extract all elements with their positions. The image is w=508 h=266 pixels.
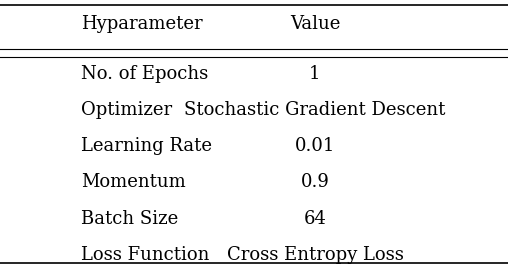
Text: 0.9: 0.9 — [301, 173, 329, 192]
Text: Value: Value — [290, 15, 340, 33]
Text: 64: 64 — [303, 210, 327, 227]
Text: Cross Entropy Loss: Cross Entropy Loss — [227, 246, 403, 264]
Text: 0.01: 0.01 — [295, 137, 335, 155]
Text: Hyparameter: Hyparameter — [81, 15, 203, 33]
Text: Batch Size: Batch Size — [81, 210, 178, 227]
Text: Learning Rate: Learning Rate — [81, 137, 212, 155]
Text: 1: 1 — [309, 65, 321, 83]
Text: Optimizer: Optimizer — [81, 101, 172, 119]
Text: No. of Epochs: No. of Epochs — [81, 65, 208, 83]
Text: Momentum: Momentum — [81, 173, 186, 192]
Text: Stochastic Gradient Descent: Stochastic Gradient Descent — [184, 101, 446, 119]
Text: Loss Function: Loss Function — [81, 246, 210, 264]
